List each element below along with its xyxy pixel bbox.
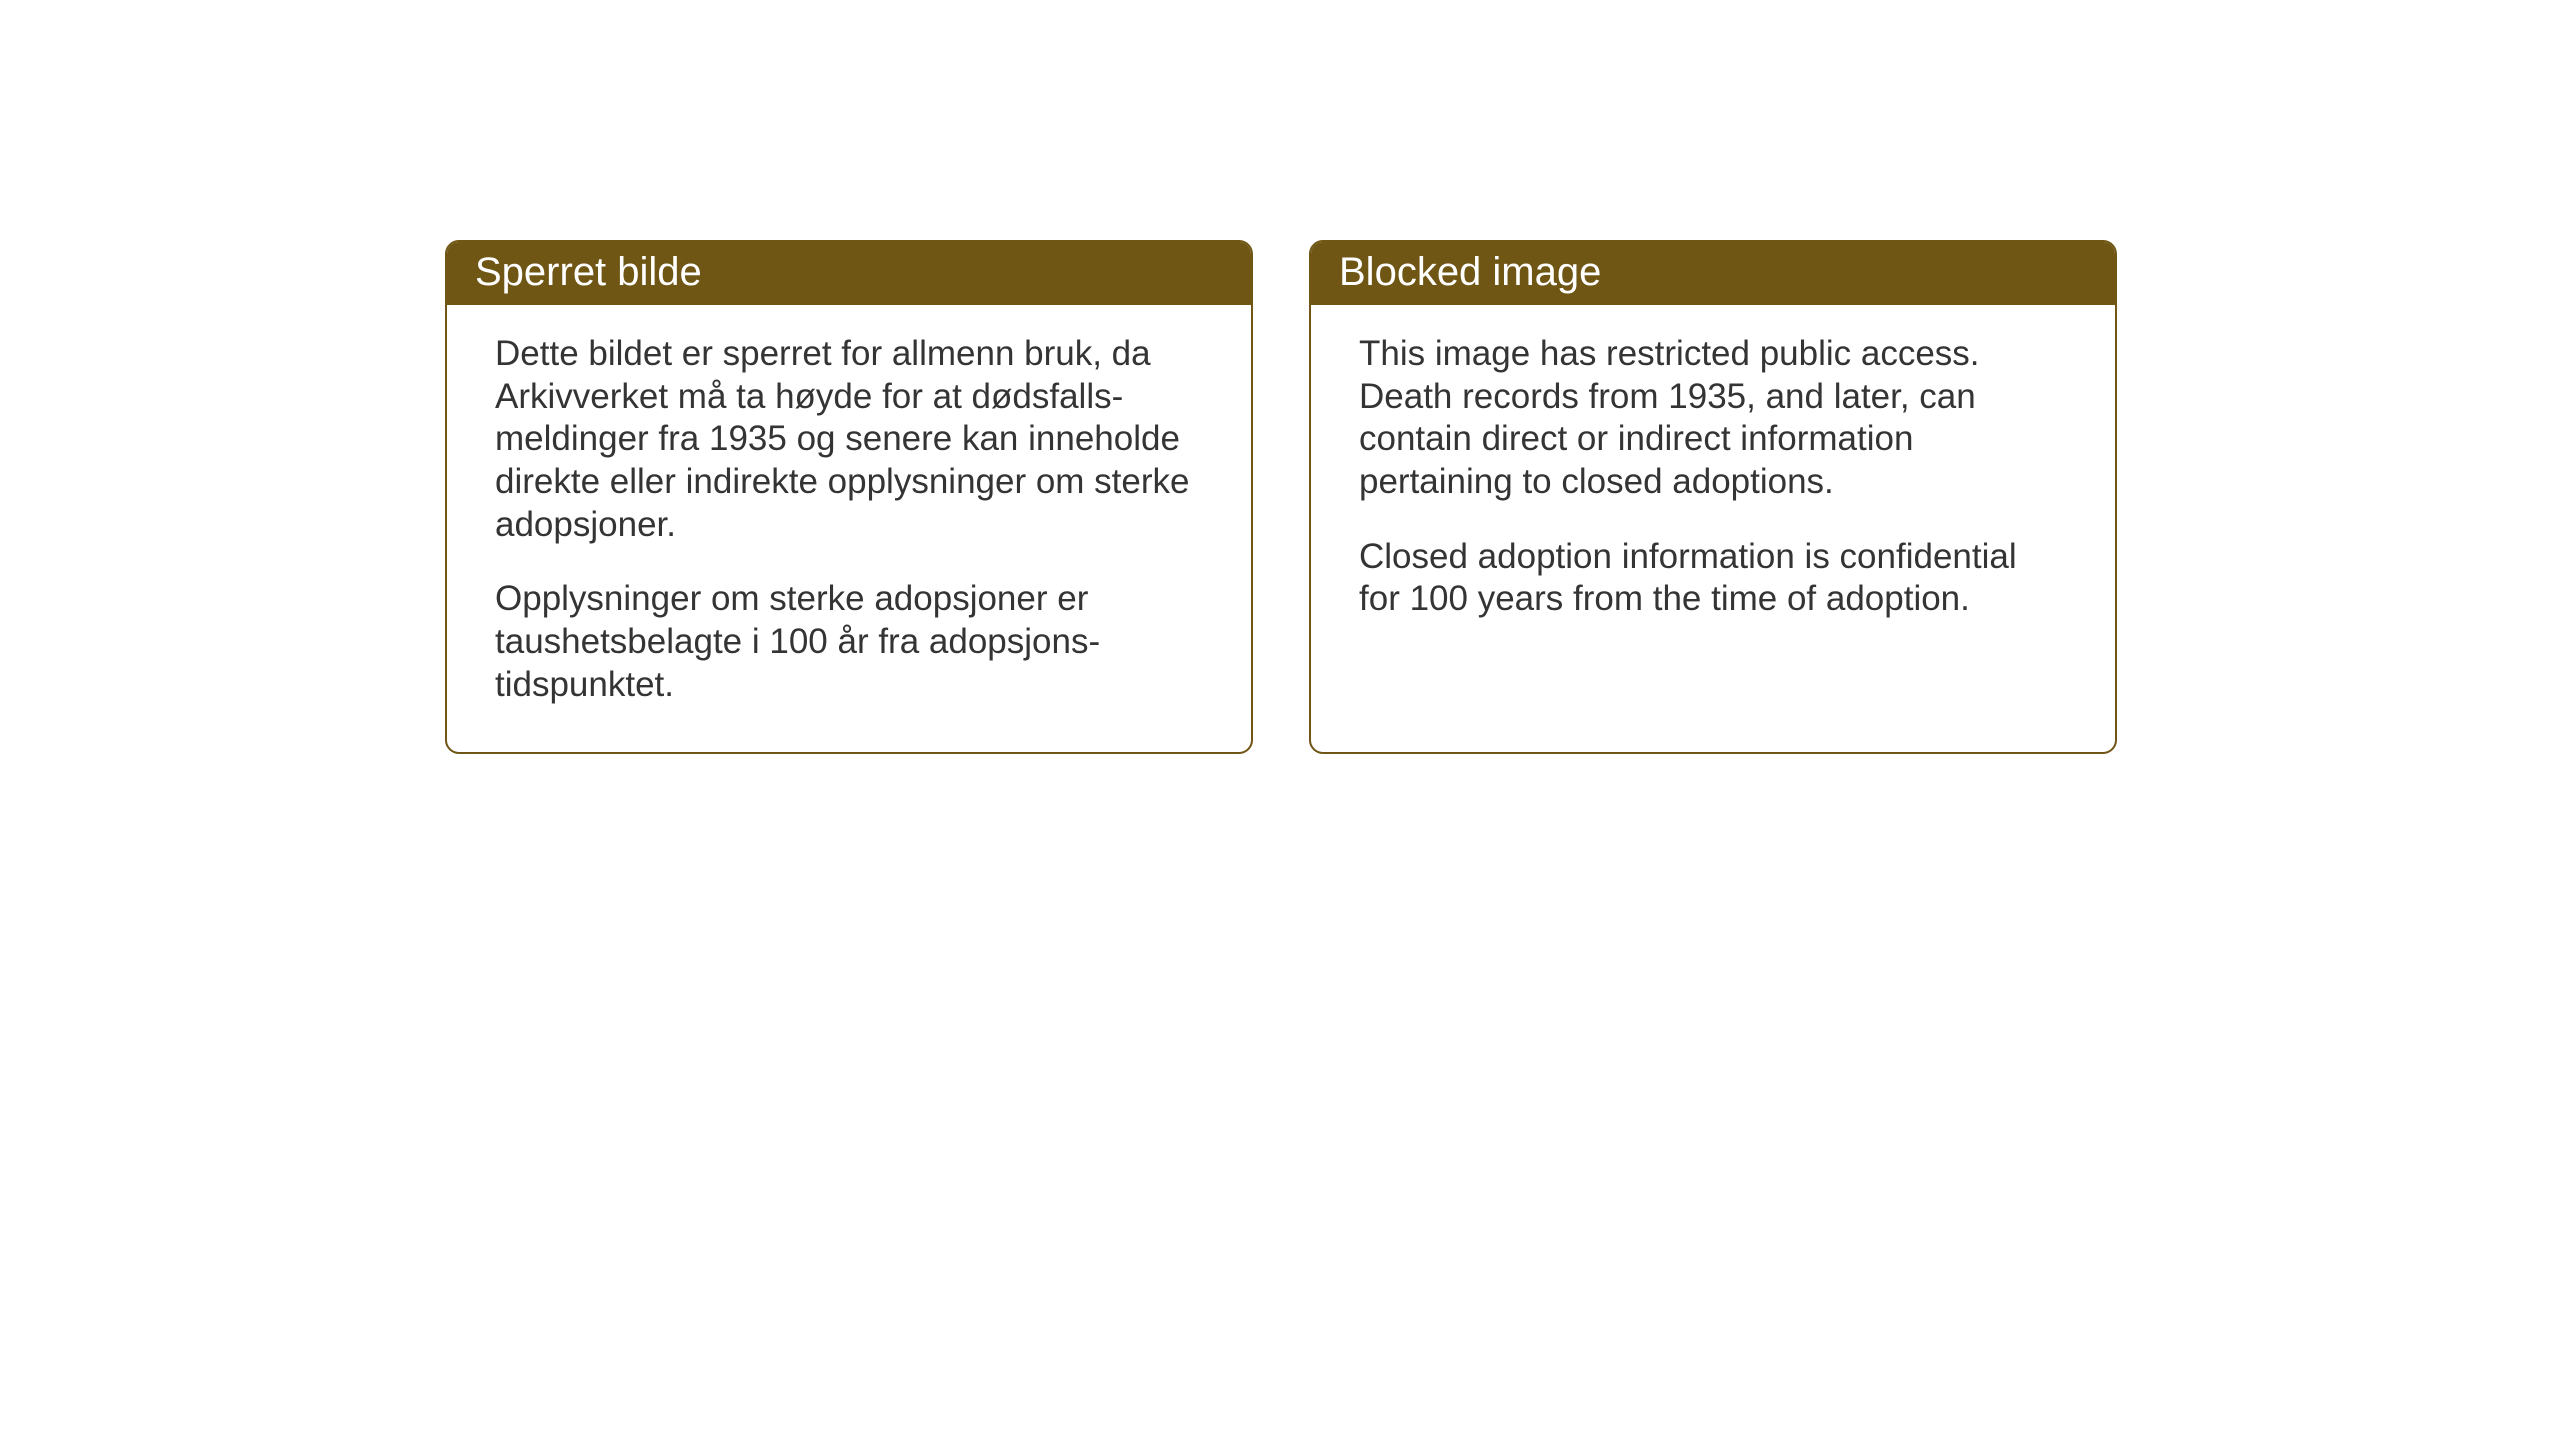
- card-body-english: This image has restricted public access.…: [1311, 305, 2115, 661]
- card-norwegian: Sperret bilde Dette bildet er sperret fo…: [445, 240, 1253, 754]
- paragraph-english-2: Closed adoption information is confident…: [1359, 536, 2067, 621]
- card-header-english: Blocked image: [1311, 242, 2115, 305]
- card-english: Blocked image This image has restricted …: [1309, 240, 2117, 754]
- paragraph-norwegian-2: Opplysninger om sterke adopsjoner er tau…: [495, 578, 1203, 706]
- paragraph-english-1: This image has restricted public access.…: [1359, 333, 2067, 504]
- cards-container: Sperret bilde Dette bildet er sperret fo…: [445, 240, 2117, 754]
- card-body-norwegian: Dette bildet er sperret for allmenn bruk…: [447, 305, 1251, 747]
- card-header-norwegian: Sperret bilde: [447, 242, 1251, 305]
- card-title-norwegian: Sperret bilde: [475, 250, 702, 294]
- card-title-english: Blocked image: [1339, 250, 1601, 294]
- paragraph-norwegian-1: Dette bildet er sperret for allmenn bruk…: [495, 333, 1203, 546]
